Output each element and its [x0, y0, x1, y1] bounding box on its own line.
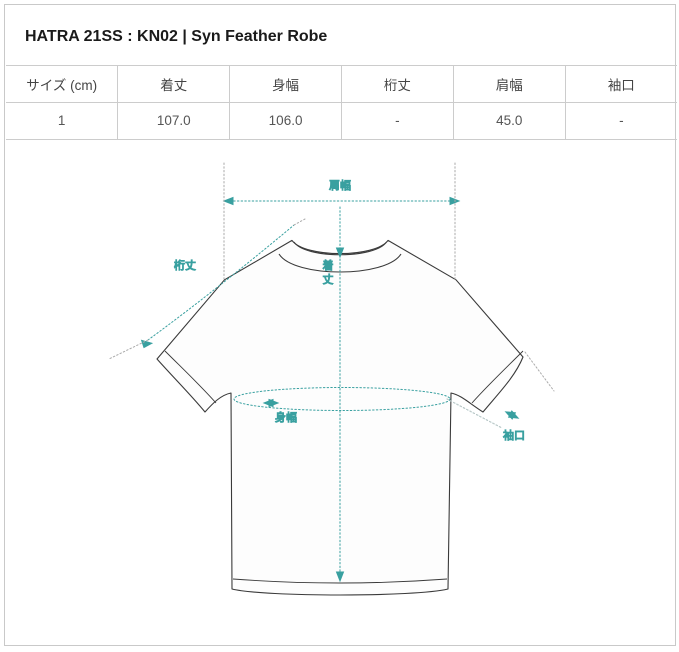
svg-text:肩幅: 肩幅	[329, 177, 351, 193]
svg-text:袖口: 袖口	[503, 427, 525, 443]
svg-text:丈: 丈	[323, 271, 334, 287]
svg-text:桁丈: 桁丈	[174, 257, 196, 273]
svg-text:身幅: 身幅	[275, 409, 297, 425]
